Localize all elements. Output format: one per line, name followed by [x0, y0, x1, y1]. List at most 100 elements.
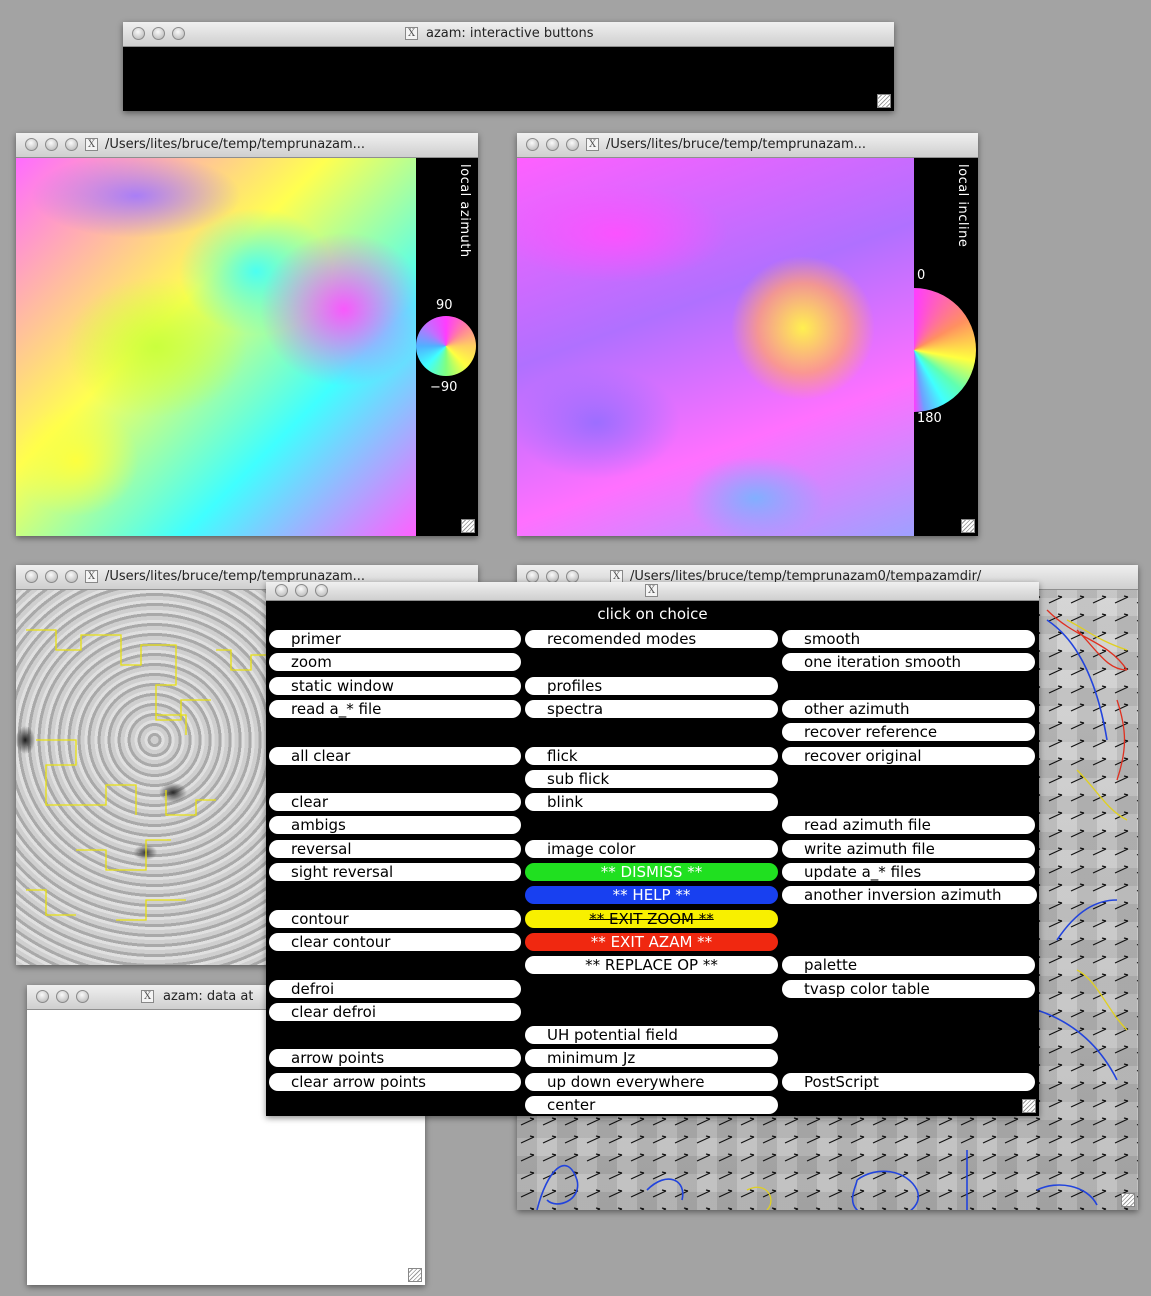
- menu-button-blink[interactable]: blink: [525, 793, 778, 811]
- minimize-window-button[interactable]: [45, 138, 58, 151]
- menu-button-sub-flick[interactable]: sub flick: [525, 770, 778, 788]
- menu-button-clear[interactable]: clear: [269, 793, 521, 811]
- menu-button-all-clear[interactable]: all clear: [269, 747, 521, 765]
- menu-button-flick[interactable]: flick: [525, 747, 778, 765]
- menu-button-exit-azam[interactable]: ** EXIT AZAM **: [525, 933, 778, 951]
- menu-button-clear-defroi[interactable]: clear defroi: [269, 1003, 521, 1021]
- incline-map[interactable]: [517, 158, 914, 536]
- strip-label: local azimuth: [457, 164, 472, 258]
- menu-button-profiles[interactable]: profiles: [525, 677, 778, 695]
- contour-overlay: [26, 629, 281, 921]
- resize-grip[interactable]: [1022, 1099, 1036, 1113]
- minimize-window-button[interactable]: [152, 27, 165, 40]
- menu-button-exit-zoom[interactable]: ** EXIT ZOOM **: [525, 910, 778, 928]
- zoom-window-button[interactable]: [76, 990, 89, 1003]
- menu-button-image-color[interactable]: image color: [525, 840, 778, 858]
- menu-heading: click on choice: [597, 605, 708, 623]
- azimuth-scale-strip: local azimuth 90 −90: [416, 158, 478, 536]
- window-title: /Users/lites/bruce/temp/temprunazam...: [105, 137, 366, 152]
- menu-button-other-azimuth[interactable]: other azimuth: [782, 700, 1035, 718]
- menu-button-uh-potential-field[interactable]: UH potential field: [525, 1026, 778, 1044]
- incline-window: X /Users/lites/bruce/temp/temprunazam...…: [517, 133, 978, 536]
- scale-bottom-label: −90: [430, 380, 458, 395]
- azimuth-map[interactable]: [16, 158, 416, 536]
- window-title: /Users/lites/bruce/temp/temprunazam...: [606, 137, 867, 152]
- title-bar[interactable]: X: [266, 582, 1039, 601]
- title-bar[interactable]: X /Users/lites/bruce/temp/temprunazam...: [16, 565, 478, 590]
- resize-grip[interactable]: [408, 1268, 422, 1282]
- menu-button-another-inversion-azimuth[interactable]: another inversion azimuth: [782, 886, 1037, 904]
- resize-grip[interactable]: [1121, 1193, 1135, 1207]
- incline-scale-strip: local incline 0 180: [914, 158, 978, 536]
- menu-button-primer[interactable]: primer: [269, 630, 521, 648]
- window-title: /Users/lites/bruce/temp/temprunazam0/tem…: [630, 569, 982, 584]
- menu-button-center[interactable]: center: [525, 1096, 778, 1114]
- scale-top-label: 90: [436, 298, 453, 313]
- strip-label: local incline: [955, 164, 970, 248]
- close-window-button[interactable]: [132, 27, 145, 40]
- x11-icon: X: [85, 570, 98, 583]
- resize-grip[interactable]: [877, 94, 891, 108]
- buttons-canvas[interactable]: [123, 47, 894, 111]
- menu-button-recover-original[interactable]: recover original: [782, 747, 1035, 765]
- menu-button-read-a-file[interactable]: read a_* file: [269, 700, 521, 718]
- title-bar[interactable]: X /Users/lites/bruce/temp/temprunazam...: [517, 133, 978, 158]
- scale-top-label: 0: [917, 268, 926, 283]
- minimize-window-button[interactable]: [295, 584, 308, 597]
- menu-button-reversal[interactable]: reversal: [269, 840, 521, 858]
- menu-button-write-azimuth-file[interactable]: write azimuth file: [782, 840, 1035, 858]
- menu-button-arrow-points[interactable]: arrow points: [269, 1049, 521, 1067]
- azimuth-window: X /Users/lites/bruce/temp/temprunazam...…: [16, 133, 478, 536]
- incline-color-halfwheel: [914, 288, 976, 412]
- menu-button-one-iteration-smooth[interactable]: one iteration smooth: [782, 653, 1035, 671]
- menu-button-palette[interactable]: palette: [782, 956, 1035, 974]
- azimuth-color-wheel: [416, 316, 476, 376]
- zoom-window-button[interactable]: [65, 138, 78, 151]
- window-title: azam: data at: [163, 989, 254, 1004]
- menu-button-minimum-jz[interactable]: minimum Jz: [525, 1049, 778, 1067]
- menu-button-sight-reversal[interactable]: sight reversal: [269, 863, 521, 881]
- menu-button-zoom[interactable]: zoom: [269, 653, 521, 671]
- window-title: /Users/lites/bruce/temp/temprunazam...: [105, 569, 366, 584]
- menu-button-recover-reference[interactable]: recover reference: [782, 723, 1035, 741]
- menu-button-replace-op[interactable]: ** REPLACE OP **: [525, 956, 778, 974]
- close-window-button[interactable]: [25, 570, 38, 583]
- x11-icon: X: [405, 27, 418, 40]
- menu-button-smooth[interactable]: smooth: [782, 630, 1035, 648]
- zoom-window-button[interactable]: [65, 570, 78, 583]
- close-window-button[interactable]: [25, 138, 38, 151]
- menu-button-ambigs[interactable]: ambigs: [269, 816, 521, 834]
- menu-button-clear-contour[interactable]: clear contour: [269, 933, 521, 951]
- close-window-button[interactable]: [526, 138, 539, 151]
- scale-bottom-label: 180: [917, 411, 942, 426]
- menu-button-contour[interactable]: contour: [269, 910, 521, 928]
- close-window-button[interactable]: [275, 584, 288, 597]
- minimize-window-button[interactable]: [546, 138, 559, 151]
- resize-grip[interactable]: [461, 519, 475, 533]
- menu-button-up-down-everywhere[interactable]: up down everywhere: [525, 1073, 778, 1091]
- menu-button-static-window[interactable]: static window: [269, 677, 521, 695]
- close-window-button[interactable]: [36, 990, 49, 1003]
- menu-button-update-a-files[interactable]: update a_* files: [782, 863, 1035, 881]
- menu-button-spectra[interactable]: spectra: [525, 700, 778, 718]
- menu-button-tvasp-color-table[interactable]: tvasp color table: [782, 980, 1035, 998]
- menu-button-help[interactable]: ** HELP **: [525, 886, 778, 904]
- title-bar[interactable]: X azam: interactive buttons: [123, 22, 894, 47]
- menu-button-postscript[interactable]: PostScript: [782, 1073, 1035, 1091]
- zoom-window-button[interactable]: [315, 584, 328, 597]
- x11-icon: X: [85, 138, 98, 151]
- x11-icon: X: [586, 138, 599, 151]
- x11-icon: X: [141, 990, 154, 1003]
- menu-button-dismiss[interactable]: ** DISMISS **: [525, 863, 778, 881]
- menu-button-clear-arrow-points[interactable]: clear arrow points: [269, 1073, 521, 1091]
- window-title: azam: interactive buttons: [426, 26, 594, 41]
- menu-button-read-azimuth-file[interactable]: read azimuth file: [782, 816, 1035, 834]
- resize-grip[interactable]: [961, 519, 975, 533]
- menu-button-defroi[interactable]: defroi: [269, 980, 521, 998]
- minimize-window-button[interactable]: [45, 570, 58, 583]
- zoom-window-button[interactable]: [566, 138, 579, 151]
- minimize-window-button[interactable]: [56, 990, 69, 1003]
- menu-button-recomended-modes[interactable]: recomended modes: [525, 630, 778, 648]
- title-bar[interactable]: X /Users/lites/bruce/temp/temprunazam...: [16, 133, 478, 158]
- zoom-window-button[interactable]: [172, 27, 185, 40]
